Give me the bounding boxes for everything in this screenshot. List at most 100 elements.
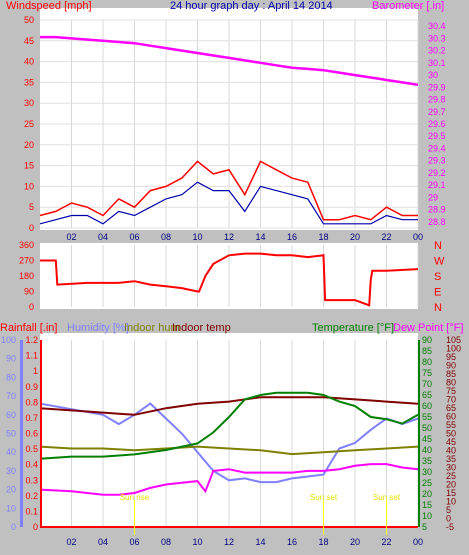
- x-tick-label: 18: [318, 232, 328, 242]
- baro-y-tick-label: 29.6: [428, 119, 446, 129]
- rain-y-tick-label: 0.5: [25, 444, 38, 454]
- x-tick-label: 20: [350, 537, 360, 547]
- x-tick-label: 06: [129, 537, 139, 547]
- temperature-y-tick-label: 40: [422, 445, 432, 455]
- temperature-y-tick-label: 10: [422, 511, 432, 521]
- series-line-indoor-temp: [39, 396, 419, 416]
- dewpoint-y-tick-label: 45: [446, 437, 456, 447]
- series-line-indoor-hum: [39, 445, 419, 456]
- compass-label: W: [434, 256, 445, 268]
- rain-y-tick-label: 0.7: [25, 413, 38, 423]
- dewpoint-y-tick-label: 50: [446, 429, 456, 439]
- x-tick-label: 02: [66, 537, 76, 547]
- legend-dew-point: Dew Point [°F]: [393, 322, 463, 334]
- wind-y-tick-label: 40: [24, 57, 34, 67]
- x-tick-label: 14: [255, 232, 265, 242]
- rain-y-tick-label: 0.3: [25, 475, 38, 485]
- baro-y-tick-label: 29.2: [428, 168, 446, 178]
- temperature-y-tick-label: 25: [422, 478, 432, 488]
- dewpoint-y-tick-label: 70: [446, 395, 456, 405]
- temperature-y-tick-label: 35: [422, 456, 432, 466]
- barometer-line: [40, 35, 419, 87]
- rain-y-tick-label: 0: [33, 522, 38, 532]
- dewpoint-y-tick-label: 35: [446, 454, 456, 464]
- temperature-y-tick-label: 85: [422, 346, 432, 356]
- wind-y-tick-label: 0: [29, 223, 34, 233]
- legend-temperature: Temperature [°F]: [312, 322, 394, 334]
- temperature-y-tick-label: 55: [422, 412, 432, 422]
- baro-y-tick-label: 29.1: [428, 180, 446, 190]
- temperature-y-tick-label: 75: [422, 368, 432, 378]
- dewpoint-y-tick-label: 0: [446, 514, 451, 524]
- compass-label: S: [434, 271, 441, 283]
- wind-y-tick-label: 10: [24, 181, 34, 191]
- legend-humidity: Humidity [%]: [67, 322, 129, 334]
- x-tick-label: 08: [161, 232, 171, 242]
- x-tick-label: 16: [287, 537, 297, 547]
- wind-y-tick-label: 50: [24, 15, 34, 25]
- baro-y-tick-label: 30.1: [428, 58, 446, 68]
- wind-y-tick-label: 30: [24, 98, 34, 108]
- baro-y-tick-label: 29.5: [428, 131, 446, 141]
- dewpoint-y-tick-label: 95: [446, 352, 456, 362]
- direction-y-tick-label: 0: [29, 302, 34, 312]
- wind-y-tick-label: 20: [24, 140, 34, 150]
- baro-y-tick-label: 28.9: [428, 205, 446, 215]
- temperature-y-tick-label: 65: [422, 390, 432, 400]
- series-line-humidity: [39, 402, 419, 484]
- temperature-y-tick-label: 30: [422, 467, 432, 477]
- x-tick-label: 10: [192, 232, 202, 242]
- x-tick-label: 16: [287, 232, 297, 242]
- wind-axis-label: Windspeed [mph]: [6, 0, 92, 12]
- dewpoint-y-tick-label: 5: [446, 505, 451, 515]
- dewpoint-y-tick-label: 20: [446, 480, 456, 490]
- humidity-y-tick-label: 20: [6, 485, 16, 495]
- baro-y-tick-label: 30: [428, 70, 438, 80]
- compass-label: N: [434, 302, 442, 314]
- x-tick-label: 22: [381, 232, 391, 242]
- legend-indoor-temp: Indoor temp: [172, 322, 231, 334]
- dewpoint-y-tick-label: 15: [446, 488, 456, 498]
- baro-y-tick-label: 29: [428, 192, 438, 202]
- rain-y-tick-label: 0.6: [25, 429, 38, 439]
- temperature-y-tick-label: 70: [422, 379, 432, 389]
- temperature-y-tick-label: 45: [422, 434, 432, 444]
- dewpoint-y-tick-label: 40: [446, 446, 456, 456]
- rain-y-tick-label: 1: [33, 366, 38, 376]
- annotation-label: Sun set: [310, 493, 338, 502]
- rain-y-tick-label: 0.2: [25, 491, 38, 501]
- humidity-y-tick-label: 90: [6, 354, 16, 364]
- x-tick-label: 00: [413, 232, 423, 242]
- annotation-label: Sun rise: [120, 493, 150, 502]
- baro-y-tick-label: 30.4: [428, 21, 446, 31]
- direction-y-tick-label: 180: [19, 271, 34, 281]
- baro-y-tick-label: 29.8: [428, 95, 446, 105]
- x-tick-label: 08: [161, 537, 171, 547]
- baro-y-tick-label: 29.9: [428, 82, 446, 92]
- dewpoint-y-tick-label: 75: [446, 386, 456, 396]
- temperature-y-tick-label: 20: [422, 489, 432, 499]
- humidity-y-tick-label: 50: [6, 429, 16, 439]
- direction-y-tick-label: 360: [19, 240, 34, 250]
- baro-y-tick-label: 29.3: [428, 156, 446, 166]
- x-tick-label: 22: [381, 537, 391, 547]
- dewpoint-y-tick-label: 65: [446, 403, 456, 413]
- x-tick-label: 04: [98, 537, 108, 547]
- humidity-y-tick-label: 100: [1, 335, 16, 345]
- rain-y-tick-label: 0.1: [25, 506, 38, 516]
- x-tick-label: 14: [255, 537, 265, 547]
- series-line-temperature-f: [39, 391, 419, 460]
- annotation-label: Sun set: [373, 493, 401, 502]
- dewpoint-y-tick-label: -5: [446, 522, 454, 532]
- rain-y-tick-label: 1.2: [25, 335, 38, 345]
- temperature-y-tick-label: 80: [422, 357, 432, 367]
- dewpoint-y-tick-label: 10: [446, 497, 456, 507]
- dewpoint-y-tick-label: 60: [446, 412, 456, 422]
- dewpoint-y-tick-label: 85: [446, 369, 456, 379]
- wind-speed-line: [39, 181, 418, 225]
- x-tick-label: 20: [350, 232, 360, 242]
- dewpoint-y-tick-label: 100: [446, 344, 461, 354]
- x-tick-label: 10: [192, 537, 202, 547]
- legend-rainfall: Rainfall [.in]: [0, 322, 57, 334]
- temperature-axis-bar: [418, 340, 420, 527]
